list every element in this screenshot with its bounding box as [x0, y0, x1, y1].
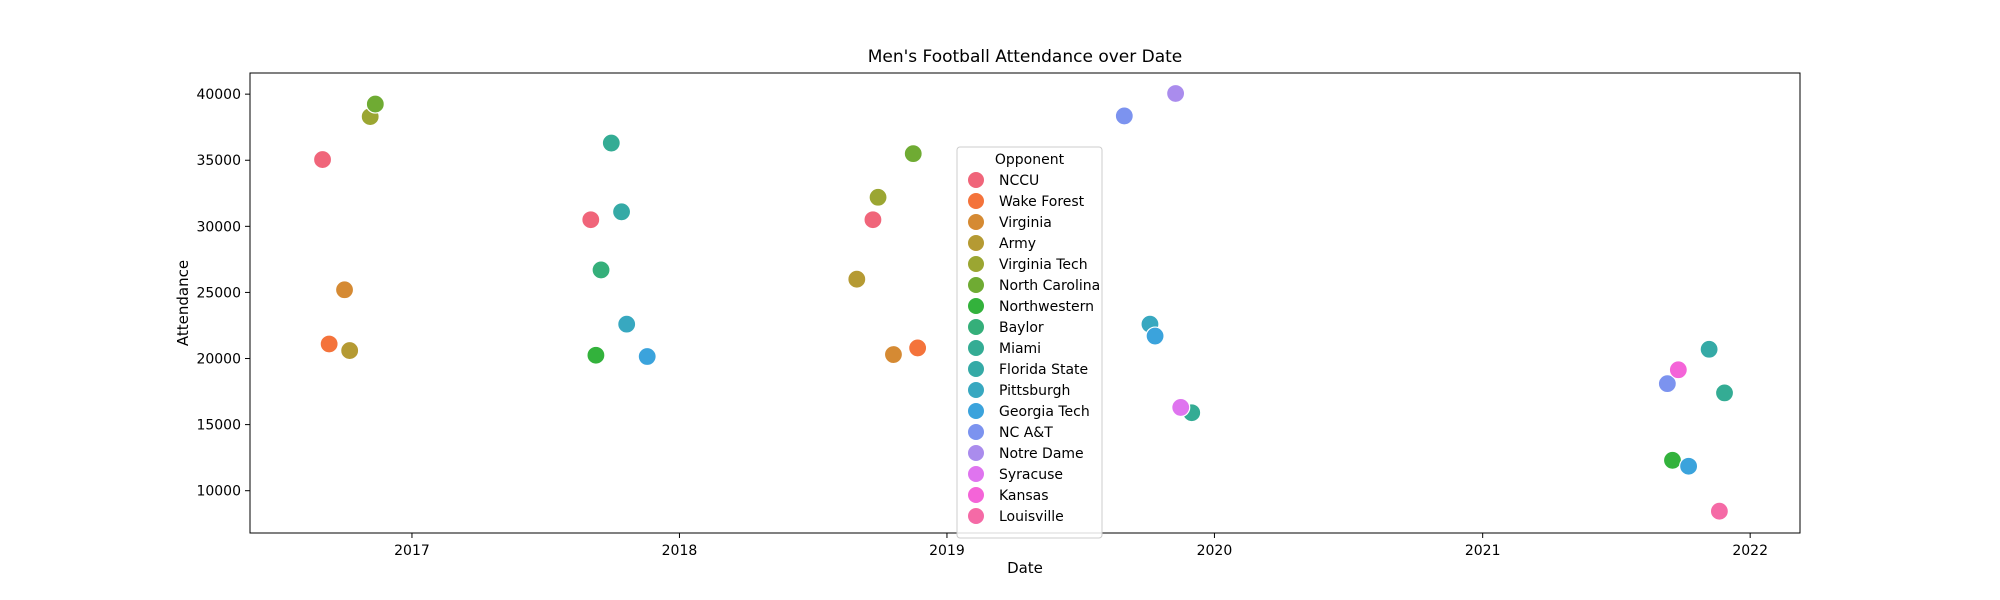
legend-entry: Georgia Tech [999, 404, 1090, 420]
y-tick-label: 40000 [196, 87, 241, 103]
legend-entry: Syracuse [999, 467, 1063, 483]
data-point [365, 94, 385, 114]
data-point [1114, 106, 1134, 126]
chart-title: Men's Football Attendance over Date [868, 47, 1183, 67]
y-tick-label: 20000 [196, 352, 241, 368]
legend-marker [968, 508, 984, 524]
legend-marker [968, 256, 984, 272]
y-tick-label: 15000 [196, 418, 241, 434]
data-point [1662, 450, 1683, 470]
legend-entry: Miami [999, 341, 1041, 357]
x-tick-label: 2022 [1732, 543, 1768, 559]
legend-marker [968, 193, 984, 209]
data-point [863, 210, 883, 230]
legend-entry: Northwestern [999, 299, 1094, 315]
legend-marker [968, 445, 984, 461]
x-tick-label: 2017 [394, 543, 430, 559]
data-point [601, 133, 621, 153]
legend-marker [968, 298, 984, 314]
data-point [591, 260, 611, 280]
y-tick-label: 25000 [196, 285, 241, 301]
legend-entry: Army [999, 236, 1036, 252]
data-point [868, 187, 888, 207]
legend-entry: Notre Dame [999, 446, 1084, 462]
legend-entry: Kansas [999, 488, 1049, 504]
legend-entry: NC A&T [999, 425, 1053, 441]
data-point [586, 345, 606, 365]
data-point [847, 269, 867, 289]
data-point [883, 344, 904, 365]
data-point [1657, 374, 1677, 394]
x-axis: 2017 2018 2019 2020 2021 2022 [394, 533, 1768, 559]
legend-marker [968, 361, 984, 377]
legend-entry: Baylor [999, 320, 1044, 336]
data-point [1679, 456, 1699, 476]
data-point [1709, 501, 1729, 521]
data-point [312, 149, 333, 170]
legend-marker [968, 214, 984, 230]
legend-frame [956, 146, 1103, 539]
y-tick-label: 35000 [196, 153, 241, 169]
legend-marker [968, 424, 984, 440]
y-axis: 10000 15000 20000 25000 30000 35000 40000 [196, 87, 250, 500]
legend: Opponent NCCU Wake Forest Virginia Army Virg… [956, 146, 1103, 539]
legend-marker [968, 340, 984, 356]
data-points [312, 83, 1735, 521]
y-tick-label: 30000 [196, 219, 241, 235]
legend-entry: Pittsburgh [999, 383, 1070, 399]
legend-entry: Virginia Tech [999, 257, 1088, 273]
x-tick-label: 2018 [662, 543, 698, 559]
y-axis-label: Attendance [174, 260, 192, 346]
data-point [617, 314, 637, 334]
data-point [611, 202, 632, 222]
legend-marker [968, 487, 984, 503]
y-tick-label: 10000 [196, 484, 241, 500]
legend-entry: Florida State [999, 362, 1088, 378]
legend-marker [968, 382, 984, 398]
data-point [903, 144, 923, 164]
legend-entry: Wake Forest [999, 194, 1085, 210]
legend-marker [968, 277, 984, 293]
data-point [581, 210, 601, 230]
legend-entry: Virginia [999, 215, 1052, 231]
legend-marker [968, 319, 984, 335]
data-point [1714, 383, 1735, 403]
data-point [340, 340, 360, 361]
legend-title: Opponent [995, 152, 1065, 168]
data-point [1166, 83, 1186, 104]
legend-entry: Louisville [999, 509, 1064, 525]
data-point [319, 334, 339, 354]
data-point [1145, 326, 1165, 346]
x-tick-label: 2020 [1197, 543, 1233, 559]
legend-entry: North Carolina [999, 278, 1100, 294]
data-point [334, 280, 355, 300]
x-tick-label: 2021 [1465, 543, 1501, 559]
legend-marker [968, 172, 984, 188]
legend-entry: NCCU [999, 173, 1039, 189]
data-point [1171, 397, 1191, 418]
data-point [1699, 339, 1719, 359]
x-axis-label: Date [1007, 559, 1043, 577]
data-point [1668, 360, 1688, 380]
legend-marker [968, 235, 984, 251]
legend-marker [968, 403, 984, 419]
data-point [908, 338, 928, 358]
legend-marker [968, 466, 984, 482]
data-point [637, 346, 657, 367]
x-tick-label: 2019 [929, 543, 965, 559]
